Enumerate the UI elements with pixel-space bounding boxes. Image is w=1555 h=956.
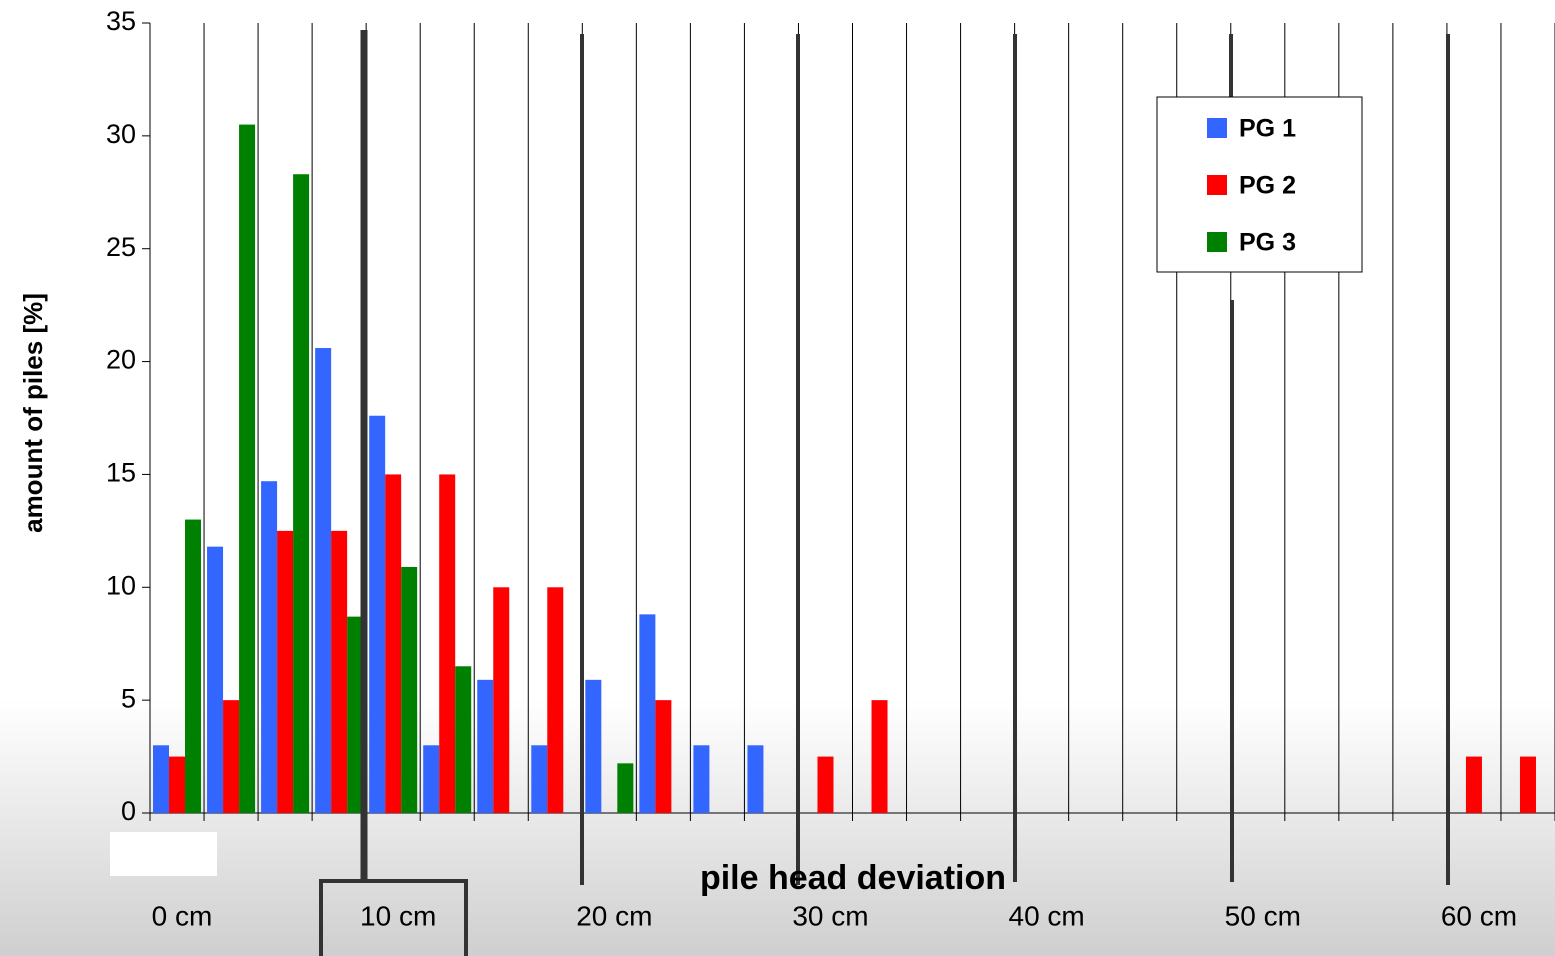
y-tick-label: 15: [106, 458, 136, 488]
legend-swatch: [1207, 175, 1227, 195]
bar: [223, 700, 240, 813]
bar: [293, 174, 310, 813]
bar: [1465, 756, 1482, 813]
x-tick-label: 60 cm: [1441, 900, 1517, 931]
blank-box: [110, 832, 217, 876]
bar: [455, 666, 472, 813]
legend-label: PG 1: [1239, 115, 1296, 143]
bar: [639, 614, 656, 813]
x-tick-label: 50 cm: [1225, 900, 1301, 931]
bar: [585, 679, 602, 813]
bar: [207, 546, 224, 813]
x-tick-label: 10 cm: [360, 900, 436, 931]
legend-swatch: [1207, 232, 1227, 252]
bar: [169, 756, 186, 813]
x-tick-label: 30 cm: [792, 900, 868, 931]
bar: [331, 530, 348, 813]
bar: [261, 481, 278, 813]
bar: [185, 519, 202, 813]
bar: [493, 587, 510, 813]
x-tick-label: 20 cm: [576, 900, 652, 931]
bar: [423, 745, 440, 813]
x-tick-label: 0 cm: [152, 900, 213, 931]
y-tick-label: 0: [121, 796, 136, 826]
y-tick-label: 35: [106, 6, 136, 36]
bar: [1519, 756, 1536, 813]
y-axis-title: amount of piles [%]: [18, 293, 48, 533]
y-tick-label: 25: [106, 232, 136, 262]
overlay: [319, 30, 1450, 956]
bar: [693, 745, 710, 813]
bar: [369, 415, 386, 813]
bar: [617, 763, 634, 813]
bar: [277, 530, 294, 813]
bar: [315, 348, 332, 813]
legend: PG 1 PG 2 PG 3: [1156, 96, 1363, 273]
legend-label: PG 3: [1239, 229, 1296, 257]
legend-swatch: [1207, 118, 1227, 138]
x-tick-label: 40 cm: [1009, 900, 1085, 931]
x-axis-title: pile head deviation: [700, 859, 1006, 897]
bar: [477, 679, 494, 813]
legend-box: [1156, 96, 1363, 273]
bar: [747, 745, 764, 813]
legend-label: PG 2: [1239, 172, 1296, 200]
bar: [347, 616, 364, 813]
bar: [439, 474, 456, 813]
bar: [401, 566, 418, 813]
bar: [385, 474, 402, 813]
y-tick-label: 20: [106, 345, 136, 375]
bar: [817, 756, 834, 813]
background: [0, 700, 1555, 956]
y-tick-label: 30: [106, 119, 136, 149]
bar: [531, 745, 548, 813]
bar: [239, 124, 256, 814]
bar: [547, 587, 564, 813]
y-tick-label: 10: [106, 570, 136, 600]
bar: [871, 700, 888, 813]
bar: [153, 745, 170, 813]
bar: [655, 700, 672, 813]
y-tick-label: 5: [121, 683, 136, 713]
